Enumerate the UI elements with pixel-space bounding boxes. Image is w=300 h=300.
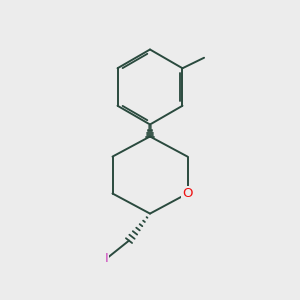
Text: I: I bbox=[105, 252, 108, 265]
Text: O: O bbox=[182, 187, 193, 200]
